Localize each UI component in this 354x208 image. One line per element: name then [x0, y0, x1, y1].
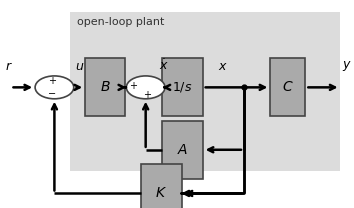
Text: $\dot{x}$: $\dot{x}$ — [159, 58, 169, 73]
Text: +: + — [48, 76, 57, 86]
Text: +: + — [143, 90, 151, 100]
Text: $K$: $K$ — [155, 186, 167, 201]
Bar — [141, 164, 182, 208]
Circle shape — [126, 76, 165, 99]
Text: $C$: $C$ — [282, 80, 294, 94]
Text: open-loop plant: open-loop plant — [77, 17, 165, 27]
Bar — [162, 121, 203, 179]
Text: $B$: $B$ — [100, 80, 111, 94]
Text: $r$: $r$ — [5, 60, 13, 73]
Circle shape — [35, 76, 74, 99]
Bar — [162, 58, 203, 116]
Bar — [270, 58, 306, 116]
Text: $A$: $A$ — [177, 143, 188, 157]
Bar — [70, 12, 341, 171]
Text: $x$: $x$ — [218, 60, 228, 73]
Text: $y$: $y$ — [342, 59, 352, 73]
Text: −: − — [48, 89, 57, 99]
Text: $1/s$: $1/s$ — [172, 80, 193, 94]
Text: +: + — [129, 81, 137, 91]
Text: $u$: $u$ — [75, 60, 84, 73]
Bar — [85, 58, 125, 116]
